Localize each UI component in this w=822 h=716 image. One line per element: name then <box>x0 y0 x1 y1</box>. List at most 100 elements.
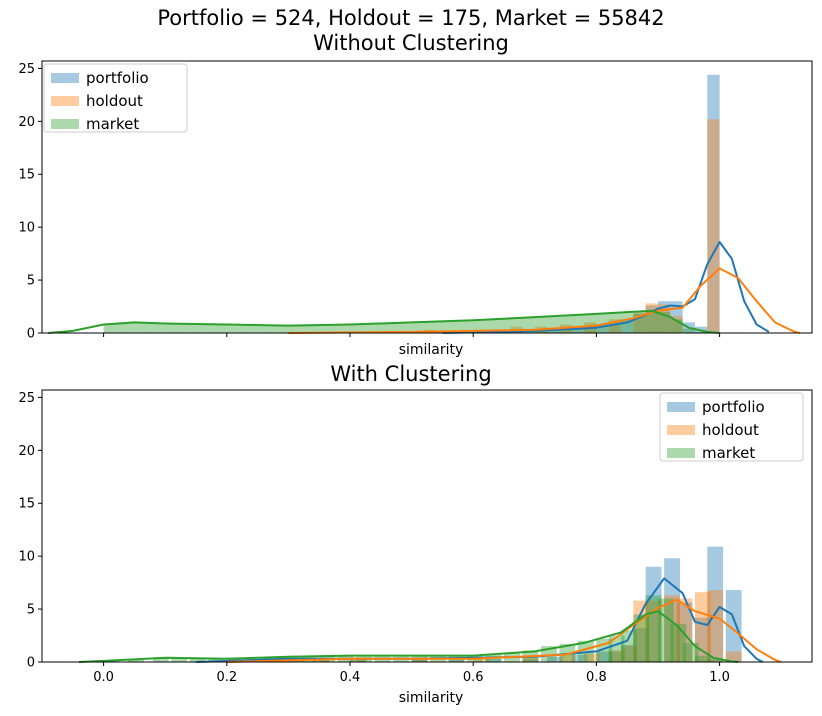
xtick-label: 0.8 <box>586 670 607 685</box>
legend-box <box>43 63 188 133</box>
bar-portfolio <box>621 645 637 662</box>
kde-line-market <box>78 610 739 663</box>
bar-market <box>189 658 206 662</box>
bar-holdout <box>658 304 671 333</box>
legend-swatch-portfolio <box>51 73 79 83</box>
bar-market <box>694 655 711 662</box>
bar-market <box>682 642 699 662</box>
bar-market <box>670 623 687 662</box>
bar-portfolio <box>596 651 613 662</box>
bar-market <box>337 324 350 333</box>
ytick-label: 25 <box>18 391 35 406</box>
legend-label-holdout: holdout <box>702 421 759 439</box>
legend: portfolio holdout market <box>43 63 188 133</box>
bar-market <box>386 323 400 333</box>
bar-market <box>374 323 387 333</box>
bar-portfolio <box>571 654 588 662</box>
bar-market <box>152 323 166 333</box>
bar-portfolio <box>571 326 585 333</box>
bar-market <box>263 324 277 333</box>
ytick-label: 10 <box>18 221 35 236</box>
bar-portfolio <box>608 651 625 662</box>
bar-portfolio <box>448 659 465 662</box>
bar-market <box>584 313 597 333</box>
bar-market <box>436 321 449 333</box>
xtick-label: 0.4 <box>340 670 361 685</box>
bar-market <box>707 658 724 662</box>
ytick-label: 20 <box>18 115 35 130</box>
legend-label-portfolio: portfolio <box>702 398 765 416</box>
bar-market <box>128 659 145 662</box>
bar-portfolio <box>676 602 693 662</box>
bar-portfolio <box>664 558 680 662</box>
bar-market <box>189 324 203 333</box>
bar-holdout <box>694 592 711 662</box>
bar-holdout <box>621 646 637 662</box>
bar-market <box>694 331 708 333</box>
ytick-label: 25 <box>18 62 35 77</box>
ytick-label: 15 <box>18 497 35 512</box>
xtick-label: 0.0 <box>93 670 114 685</box>
bar-market <box>362 324 375 333</box>
legend-label-market: market <box>702 444 755 462</box>
axes-frame <box>41 389 813 663</box>
bar-market <box>165 323 178 333</box>
kde-line-portfolio <box>195 577 764 663</box>
bar-market <box>288 325 301 333</box>
legend: portfolio holdout market <box>659 392 804 462</box>
bar-market <box>645 310 658 333</box>
bar-holdout <box>584 653 600 662</box>
bar-market <box>103 324 116 333</box>
legend-swatch-market <box>667 448 695 458</box>
bar-portfolio <box>707 74 720 333</box>
legend-swatch-holdout <box>667 425 695 435</box>
kde-line-holdout <box>288 267 800 334</box>
bar-portfolio <box>584 325 597 333</box>
chart-title-top: Without Clustering <box>313 31 509 55</box>
bar-market <box>325 324 338 333</box>
bar-market <box>423 322 437 333</box>
bar-holdout <box>707 590 724 662</box>
bar-holdout <box>645 600 662 662</box>
bar-portfolio <box>559 327 572 333</box>
bar-holdout <box>559 654 576 662</box>
bar-holdout <box>670 316 683 333</box>
bar-market <box>460 320 474 333</box>
ytick-label: 20 <box>18 444 35 459</box>
legend-box <box>659 392 804 462</box>
bar-portfolio <box>411 659 428 662</box>
bar-market <box>202 324 215 333</box>
x-axis-label: similarity <box>399 690 464 706</box>
bar-market <box>140 322 153 333</box>
bar-market <box>152 657 169 662</box>
ytick-label: 0 <box>27 656 35 671</box>
legend-swatch-market <box>51 119 79 129</box>
bar-holdout <box>608 650 625 662</box>
axes-frame <box>41 60 813 334</box>
bar-market <box>608 312 622 333</box>
bar-market <box>399 323 412 333</box>
series-portfolio-bars <box>251 546 742 662</box>
ytick-label: 0 <box>27 327 35 342</box>
chart-title-bottom: With Clustering <box>330 362 492 386</box>
legend-swatch-holdout <box>51 96 79 106</box>
bar-market <box>276 325 289 333</box>
xtick-label: 0.2 <box>216 670 237 685</box>
legend-label-holdout: holdout <box>86 92 143 110</box>
kde-line-holdout <box>226 598 782 663</box>
legend-swatch-portfolio <box>667 402 695 412</box>
bar-market <box>300 325 314 333</box>
bar-portfolio <box>596 324 609 333</box>
bar-market <box>658 311 671 333</box>
bar-holdout <box>473 658 490 662</box>
bar-market <box>177 324 190 333</box>
xtick-label: 1.0 <box>709 670 730 685</box>
bar-market <box>313 325 326 333</box>
bar-market <box>621 630 637 662</box>
bar-portfolio <box>350 659 366 662</box>
bar-portfolio <box>522 658 539 662</box>
figure-title-line1: Portfolio = 524, Holdout = 175, Market =… <box>157 6 665 30</box>
legend-label-portfolio: portfolio <box>86 69 149 87</box>
chart-panel-1: 0 5 10 15 20 25 similarity portfolio holdout mark… <box>18 60 813 358</box>
bar-holdout <box>676 598 693 662</box>
